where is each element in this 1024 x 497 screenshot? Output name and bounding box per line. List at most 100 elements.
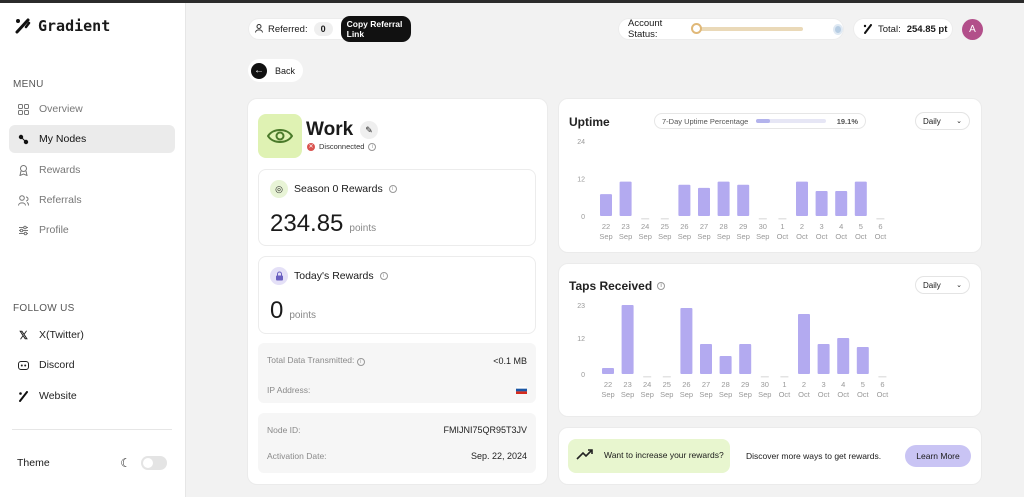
theme-toggle[interactable] <box>141 456 167 470</box>
copy-referral-link-button[interactable]: Copy Referral Link <box>340 16 411 42</box>
bar[interactable] <box>796 181 808 216</box>
info-icon[interactable]: i <box>388 185 397 193</box>
learn-more-button[interactable]: Learn More <box>905 445 971 467</box>
dropdown-value: Daily <box>923 116 941 126</box>
coin-icon: ◎ <box>270 180 288 198</box>
info-icon[interactable]: i <box>368 142 377 151</box>
bar[interactable] <box>737 184 750 216</box>
bar[interactable] <box>700 344 712 374</box>
social-label: X(Twitter) <box>39 329 84 341</box>
data-transmitted-row: Total Data Transmitted: i <0.1 MB <box>267 355 527 366</box>
node-id-value: FMIJNI75QR95T3JV <box>443 425 527 435</box>
y-tick-label: 0 <box>581 372 585 379</box>
bar[interactable] <box>837 338 850 374</box>
sidebar-divider <box>12 429 172 430</box>
x-tick-label: Oct <box>835 232 848 241</box>
empty-bar-marker <box>641 218 650 220</box>
info-icon[interactable]: i <box>379 272 388 280</box>
x-tick-label: Sep <box>737 232 750 241</box>
sidebar-item-overview[interactable]: Overview <box>9 95 175 123</box>
bar[interactable] <box>835 191 848 216</box>
bar[interactable] <box>817 344 830 374</box>
info-icon[interactable]: i <box>657 282 666 290</box>
x-tick-label: 26 <box>682 380 690 389</box>
brand-logo[interactable]: Gradient <box>14 17 110 35</box>
season-rewards-value: 234.85 <box>270 210 344 237</box>
bar[interactable] <box>856 347 869 374</box>
sidebar-item-label: Overview <box>39 103 83 115</box>
x-tick-label: 2 <box>802 380 806 389</box>
bar[interactable] <box>619 181 632 216</box>
edit-node-button[interactable]: ✎ <box>360 121 378 139</box>
back-button[interactable]: ← Back <box>248 59 303 82</box>
bar[interactable] <box>739 344 752 374</box>
x-tick-label: 28 <box>721 380 729 389</box>
russia-flag-icon <box>515 381 528 399</box>
bar[interactable] <box>719 356 732 374</box>
x-tick-label: 4 <box>839 222 843 231</box>
x-tick-label: Sep <box>756 232 769 241</box>
x-tick-label: 1 <box>780 222 784 231</box>
x-tick-label: Sep <box>758 390 771 399</box>
today-rewards-label: Today's Rewards <box>294 270 374 282</box>
social-link-website[interactable]: Website <box>9 382 175 410</box>
today-rewards-box <box>258 256 536 334</box>
discord-icon <box>18 360 29 371</box>
disconnected-icon: ✕ <box>307 142 315 151</box>
node-id-label: Node ID: <box>267 425 301 435</box>
arrow-left-icon: ← <box>251 62 267 79</box>
taps-title-row: Taps Received i <box>569 279 666 293</box>
sidebar-item-rewards[interactable]: Rewards <box>9 156 175 184</box>
account-status-slider[interactable] <box>690 23 804 34</box>
social-link-twitter[interactable]: 𝕏 X(Twitter) <box>9 321 175 349</box>
pencil-icon: ✎ <box>365 124 373 135</box>
social-link-discord[interactable]: Discord <box>9 351 175 379</box>
x-tick-label: Oct <box>875 232 888 241</box>
data-transmitted-value: <0.1 MB <box>493 355 527 366</box>
x-tick-label: 6 <box>878 222 882 231</box>
points-unit: points <box>289 310 317 321</box>
bar[interactable] <box>602 368 614 374</box>
chevron-down-icon: ⌄ <box>956 282 962 289</box>
bar[interactable] <box>680 308 693 374</box>
sidebar-item-profile[interactable]: Profile <box>9 216 175 244</box>
x-tick-label: 5 <box>859 222 863 231</box>
avatar[interactable]: A <box>962 19 983 40</box>
bar[interactable] <box>717 181 730 216</box>
x-tick-label: Sep <box>658 232 671 241</box>
total-value: 254.85 pt <box>906 23 948 35</box>
sidebar-item-referrals[interactable]: Referrals <box>9 186 175 214</box>
sidebar-item-my-nodes[interactable]: My Nodes <box>9 125 175 153</box>
bar[interactable] <box>678 184 691 216</box>
y-tick-label: 24 <box>577 139 585 146</box>
x-tick-label: Oct <box>796 232 809 241</box>
x-tick-label: Sep <box>621 390 634 399</box>
bar[interactable] <box>600 194 612 216</box>
referrals-icon <box>18 194 29 206</box>
brand-name: Gradient <box>38 17 111 35</box>
slider-knob[interactable] <box>690 23 702 34</box>
x-tick-label: Sep <box>599 232 612 241</box>
x-tick-label: 6 <box>880 380 884 389</box>
y-tick-label: 12 <box>577 336 585 343</box>
bar[interactable] <box>798 314 810 374</box>
x-icon: 𝕏 <box>19 329 28 342</box>
gradient-logo-icon <box>15 18 31 34</box>
x-tick-label: 22 <box>602 222 610 231</box>
x-tick-label: Sep <box>601 390 614 399</box>
bar[interactable] <box>815 191 828 216</box>
taps-bar-chart: 0122322Sep23Sep24Sep25Sep26Sep27Sep28Sep… <box>577 303 889 399</box>
sidebar: Gradient MENU Overview My Nodes Rewards … <box>0 3 186 497</box>
taps-period-dropdown[interactable]: Daily ⌄ <box>915 276 970 294</box>
bar[interactable] <box>621 305 634 374</box>
promo-right-text: Discover more ways to get rewards. <box>746 451 882 461</box>
today-rewards-value: 0 <box>270 297 284 324</box>
uptime-period-dropdown[interactable]: Daily ⌄ <box>915 112 970 130</box>
node-id-row: Node ID: FMIJNI75QR95T3JV <box>267 425 527 435</box>
info-icon[interactable]: i <box>356 358 365 366</box>
bar[interactable] <box>854 181 867 216</box>
x-tick-label: Oct <box>837 390 850 399</box>
x-tick-label: Sep <box>619 232 632 241</box>
data-transmitted-label: Total Data Transmitted: i <box>267 355 365 366</box>
bar[interactable] <box>698 187 710 216</box>
